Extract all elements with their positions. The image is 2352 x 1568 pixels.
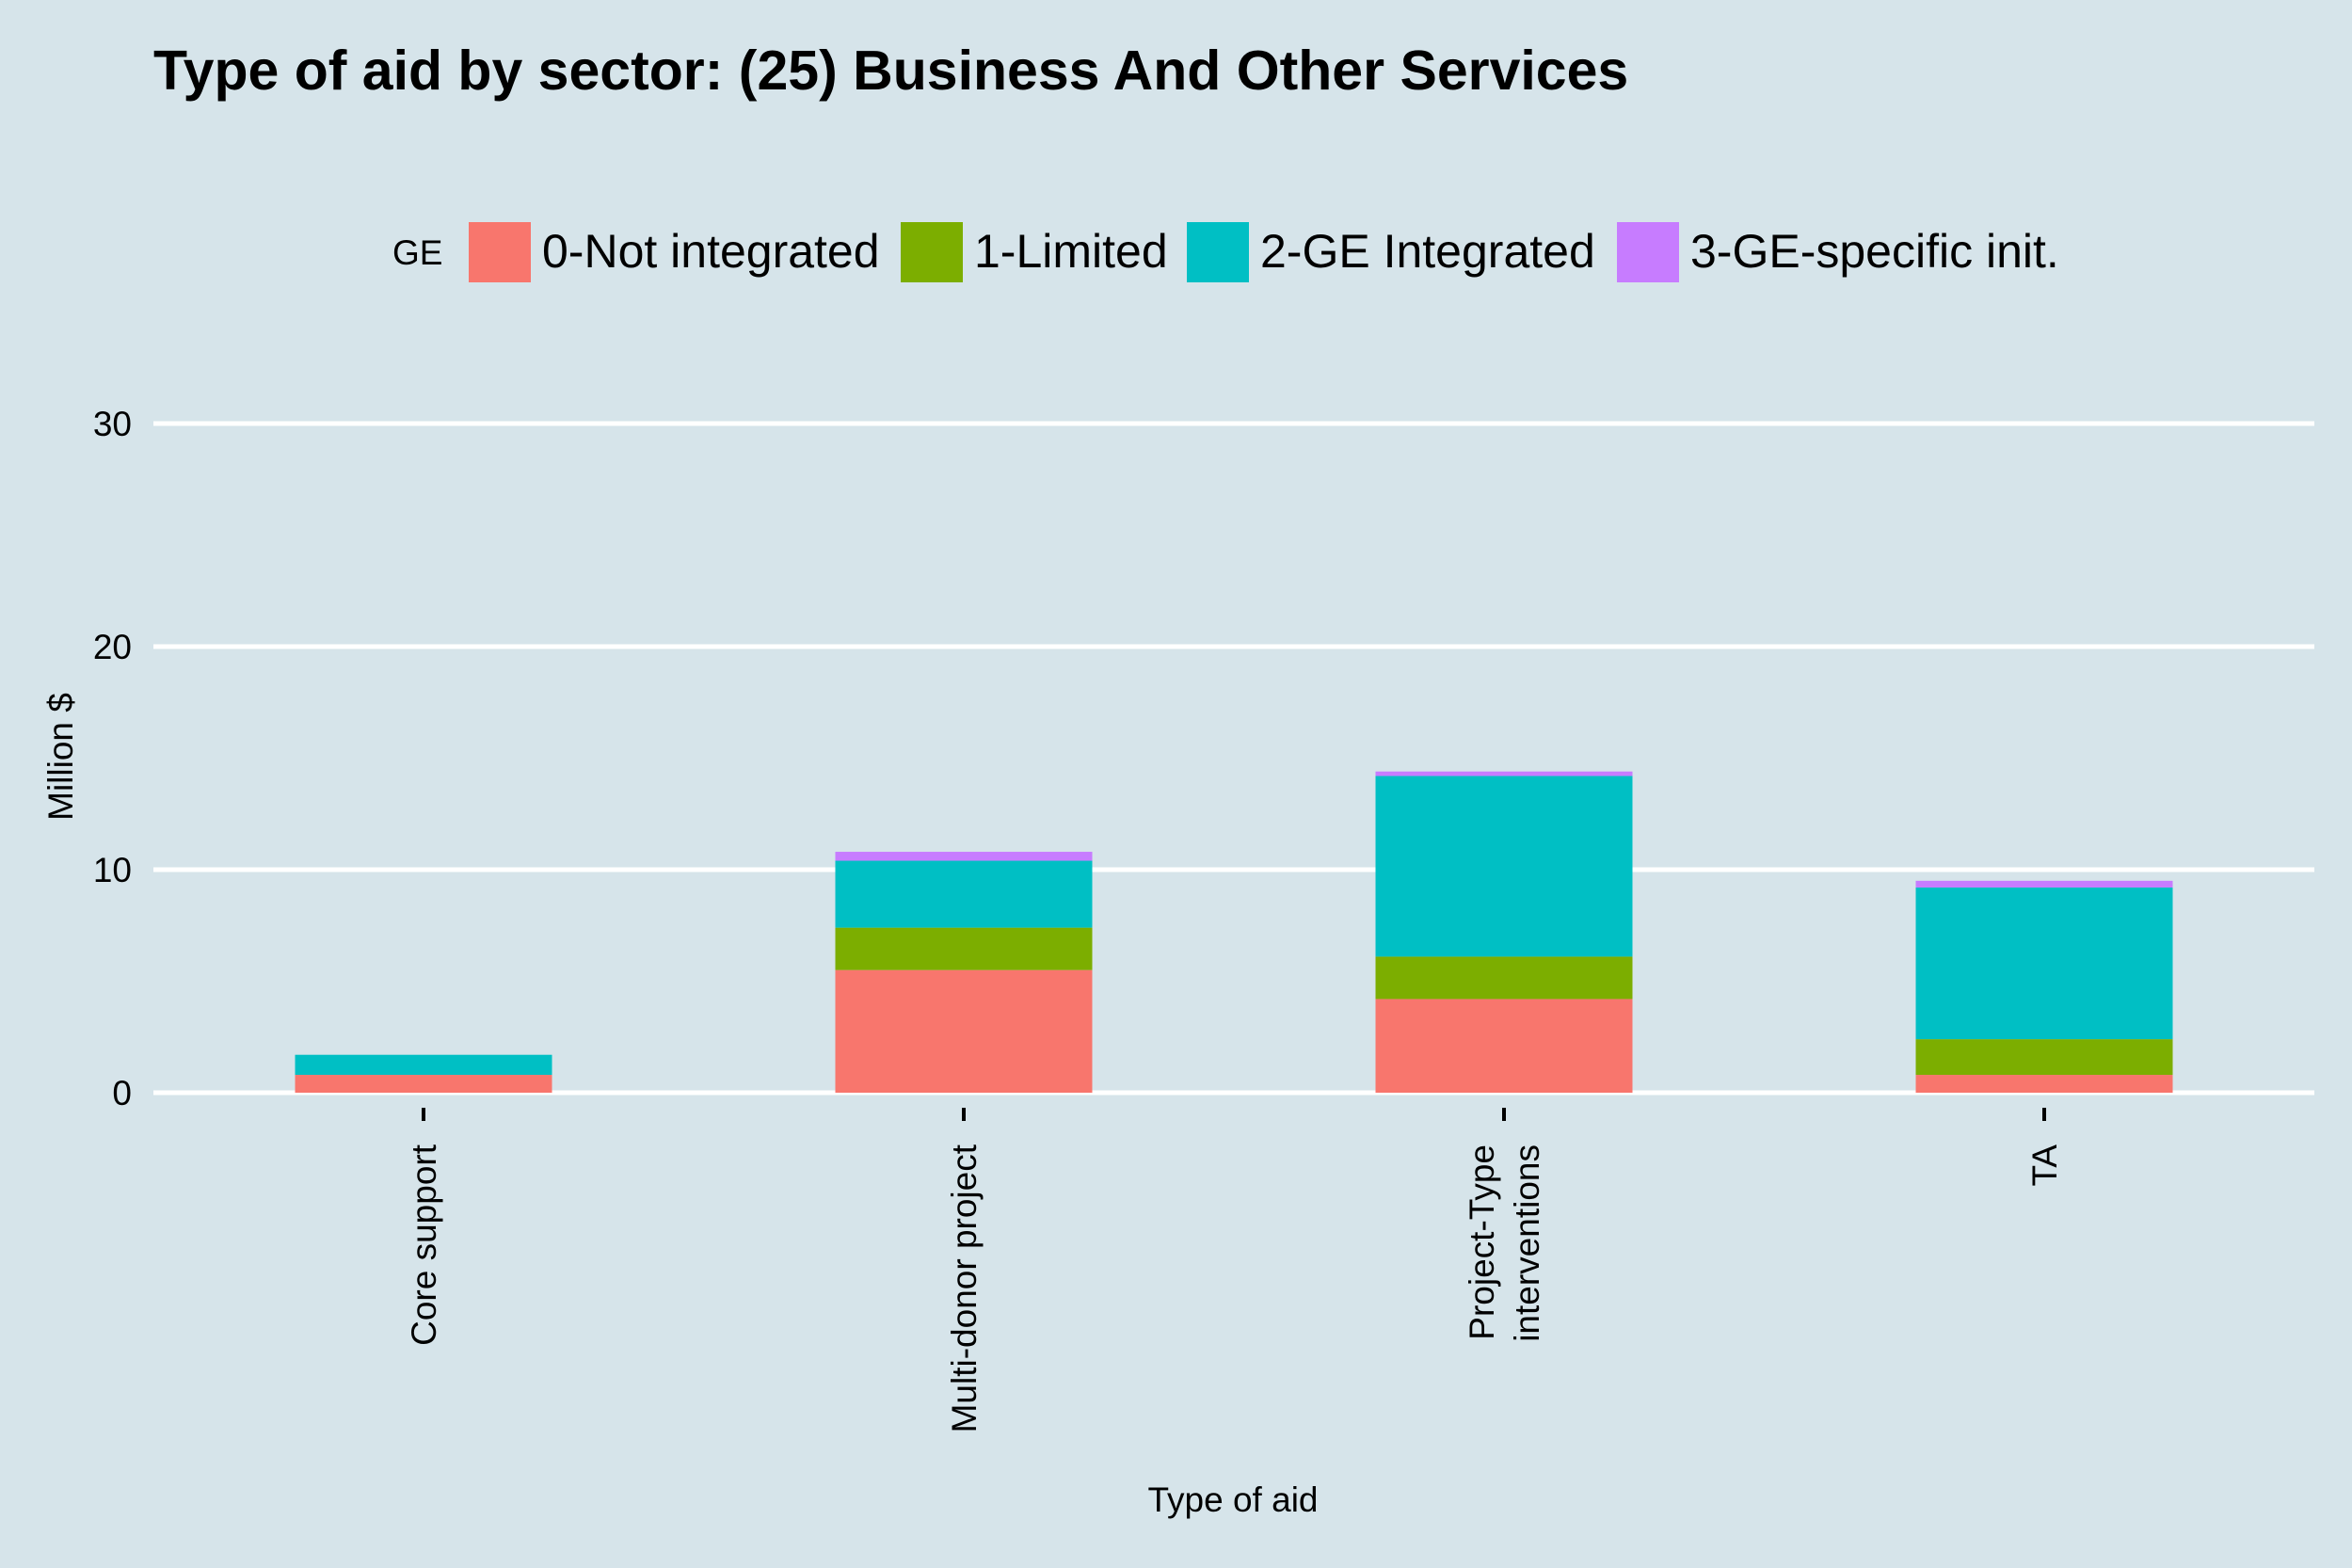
bar-segment-3-ge-specific-init- (835, 852, 1093, 861)
bar-segment-1-limited (1915, 1039, 2173, 1076)
legend-label: 3-GE-specific init. (1690, 225, 2059, 278)
x-axis: Core support Multi-donor project Project-T… (405, 1108, 2064, 1432)
legend-label: 0-Not integrated (542, 225, 880, 278)
y-tick-label: 20 (93, 628, 132, 666)
chart-title: Type of aid by sector: (25) Business And… (153, 40, 1628, 102)
bar-segment-0-not-integrated (1375, 999, 1633, 1093)
bar-segment-1-limited (835, 927, 1093, 970)
y-axis-title: Million $ (41, 693, 80, 821)
legend-title: GE (392, 233, 442, 272)
legend-key (901, 222, 963, 282)
legend-item: 1-Limited (901, 222, 1168, 282)
bar-segment-0-not-integrated (295, 1075, 552, 1093)
y-axis: 0 10 20 30 (93, 405, 132, 1112)
y-tick-label: 10 (93, 851, 132, 889)
bars (295, 771, 2173, 1093)
bar-segment-2-ge-integrated (835, 860, 1093, 928)
x-tick-label: Core support (405, 1144, 443, 1346)
bar-segment-0-not-integrated (1915, 1075, 2173, 1093)
legend-item: 3-GE-specific init. (1617, 222, 2059, 282)
x-tick-label: Multi-donor project (945, 1144, 984, 1432)
bar-segment-1-limited (1375, 956, 1633, 1000)
x-tick-label: TA (2025, 1144, 2064, 1187)
bar-segment-3-ge-specific-init- (1375, 771, 1633, 776)
legend-key (469, 222, 531, 282)
legend-key (1617, 222, 1679, 282)
legend-item: 0-Not integrated (469, 222, 880, 282)
bar-segment-2-ge-integrated (295, 1054, 552, 1076)
legend-item: 2-GE Integrated (1187, 222, 1595, 282)
legend-label: 2-GE Integrated (1260, 225, 1595, 278)
y-tick-label: 30 (93, 405, 132, 443)
legend-label: 1-Limited (974, 225, 1168, 278)
x-axis-title: Type of aid (1147, 1480, 1318, 1519)
bar-segment-0-not-integrated (835, 969, 1093, 1093)
legend: GE 0-Not integrated 1-Limited 2-GE Integrat… (392, 222, 2059, 282)
x-tick-label: interventions (1508, 1144, 1546, 1342)
y-tick-label: 0 (112, 1074, 132, 1112)
bar-segment-2-ge-integrated (1915, 887, 2173, 1040)
bar-segment-3-ge-specific-init- (1915, 880, 2173, 888)
bar-segment-2-ge-integrated (1375, 776, 1633, 957)
legend-key (1187, 222, 1249, 282)
x-tick-label: Project-Type (1463, 1144, 1501, 1340)
